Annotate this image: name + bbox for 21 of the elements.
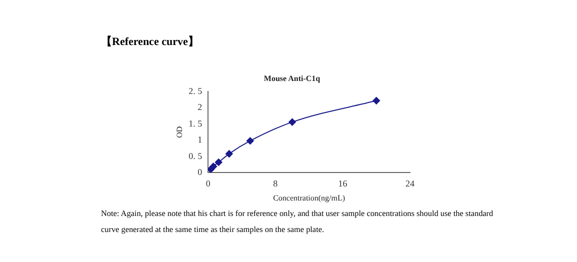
chart-title: Mouse Anti-C1q [264, 74, 321, 83]
x-tick-label: 16 [338, 178, 348, 188]
y-tick-label: 1. 5 [188, 118, 203, 128]
point [372, 96, 380, 104]
x-axis-title: Concentration(ng/mL) [273, 193, 346, 202]
point [246, 137, 254, 145]
point [210, 162, 218, 170]
point [225, 150, 233, 158]
y-tick-label: 2. 5 [188, 86, 203, 96]
y-tick-label: 0 [198, 166, 203, 177]
y-tick-label: 2 [198, 102, 202, 112]
point [288, 118, 296, 126]
point [214, 158, 222, 166]
text: 【Reference curve】 [101, 34, 199, 49]
y-tick-label: 1 [198, 134, 202, 145]
text: Note: Again, please note that his chart is for reference only, and that user sample concentrations should use the standard curve generated at the same time as their samples on the same plate. [101, 208, 494, 236]
y-tick-label: 0. 5 [188, 150, 203, 161]
x-tick-label: 8 [273, 178, 278, 188]
x-tick-label: 0 [206, 178, 211, 188]
y-axis-title: OD [174, 126, 184, 138]
x-tick-label: 24 [406, 178, 415, 188]
